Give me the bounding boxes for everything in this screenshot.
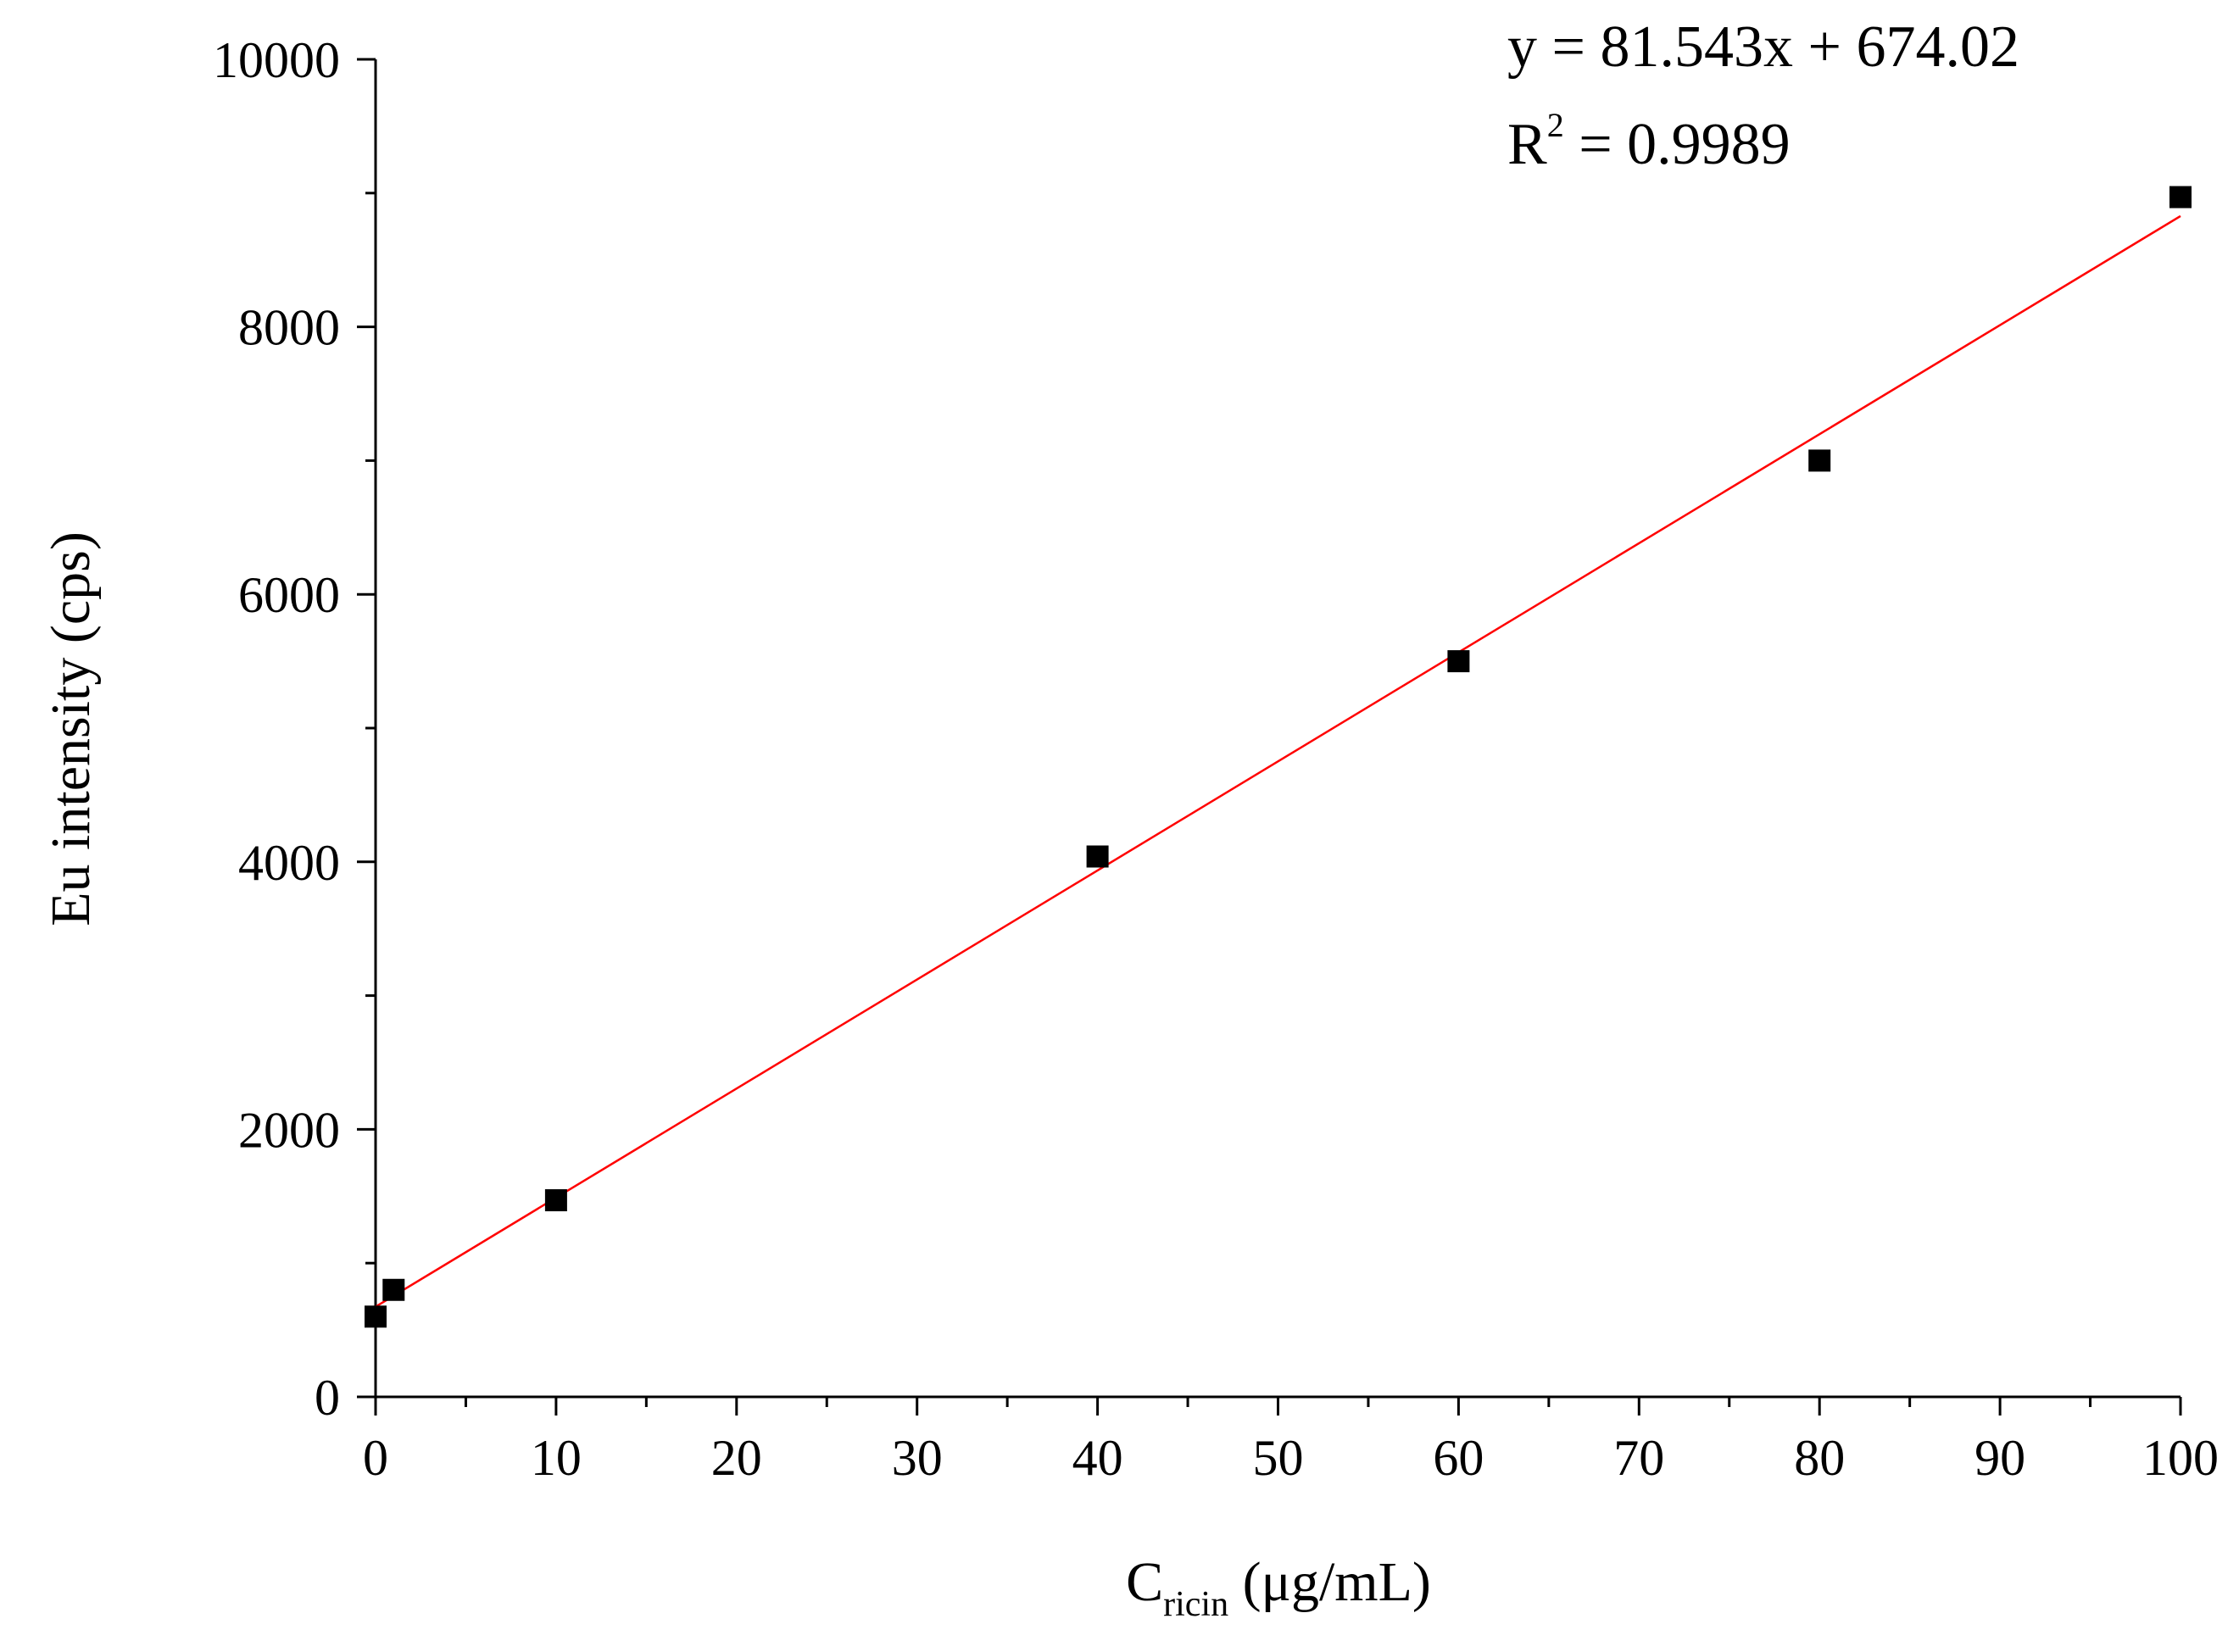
r-squared-value: = 0.9989 xyxy=(1564,112,1791,177)
y-tick-label: 6000 xyxy=(238,567,340,623)
data-point xyxy=(365,1305,387,1328)
x-tick-label: 30 xyxy=(892,1430,943,1486)
x-tick-label: 0 xyxy=(363,1430,388,1486)
x-tick-label: 80 xyxy=(1794,1430,1845,1486)
x-axis-title-main: C xyxy=(1126,1551,1163,1613)
x-tick-label: 10 xyxy=(531,1430,582,1486)
data-point xyxy=(1086,845,1109,868)
x-axis-title-unit: (μg/mL) xyxy=(1228,1551,1431,1613)
axes-layer xyxy=(374,59,2181,1399)
fit-equation: y = 81.543x + 674.02 xyxy=(1507,14,2019,80)
ticks-layer: 0 10 20 30 40 50 60 70 80 90 100 0 2000 4000 6000 8000 1… xyxy=(213,32,2219,1486)
x-axis-title-subscript: ricin xyxy=(1163,1585,1228,1624)
r-squared-base: R xyxy=(1507,112,1547,177)
data-point xyxy=(1447,650,1470,673)
y-axis-title: Eu intensity (cps) xyxy=(40,531,102,926)
y-tick-label: 10000 xyxy=(213,32,340,88)
y-tick-label: 0 xyxy=(315,1370,340,1426)
x-tick-label: 90 xyxy=(1974,1430,2025,1486)
x-tick-label: 20 xyxy=(711,1430,762,1486)
y-tick-label: 4000 xyxy=(238,835,340,891)
x-tick-label: 100 xyxy=(2142,1430,2219,1486)
x-tick-label: 60 xyxy=(1433,1430,1484,1486)
data-point xyxy=(382,1278,405,1301)
x-tick-label: 40 xyxy=(1072,1430,1123,1486)
x-tick-label: 70 xyxy=(1613,1430,1664,1486)
y-tick-label: 8000 xyxy=(238,300,340,356)
r-squared: R2 = 0.9989 xyxy=(1507,106,1791,177)
y-tick-label: 2000 xyxy=(238,1102,340,1158)
x-axis-title: Cricin (μg/mL) xyxy=(1126,1551,1431,1624)
x-tick-label: 50 xyxy=(1253,1430,1304,1486)
data-point xyxy=(1808,449,1831,472)
fit-line xyxy=(375,214,2181,1308)
points-layer xyxy=(365,186,2192,1328)
r-squared-superscript: 2 xyxy=(1547,106,1564,144)
fit-layer xyxy=(375,214,2181,1308)
data-point xyxy=(2169,186,2192,209)
data-point xyxy=(544,1189,567,1212)
